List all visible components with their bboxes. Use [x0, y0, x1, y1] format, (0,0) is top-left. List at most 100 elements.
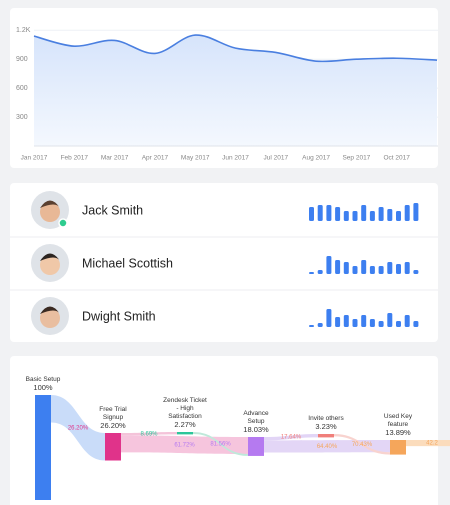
x-tick-label: Oct 2017 [384, 155, 411, 162]
link-label: 64.40% [317, 444, 338, 450]
activity-bar [309, 272, 314, 274]
funnel-link [406, 440, 450, 447]
funnel-link [51, 395, 105, 461]
avatar-hair [40, 306, 60, 314]
x-tick-label: Aug 2017 [302, 155, 330, 162]
line-series [33, 34, 438, 63]
link-label: 17.64% [281, 435, 302, 441]
activity-bar [343, 211, 349, 221]
avatar-face [40, 308, 60, 328]
funnel-node [318, 434, 334, 438]
activity-bar [378, 321, 384, 327]
activity-bar [352, 266, 358, 274]
stage-name: Advance Setup [243, 410, 269, 425]
stage-value: 2.27% [174, 420, 196, 429]
avatar-face [40, 255, 60, 275]
activity-bar [309, 325, 314, 327]
stage-value: 100% [33, 383, 53, 392]
link-label: 70.43% [352, 442, 373, 448]
activity-bar [369, 319, 375, 327]
activity-bar [404, 205, 410, 221]
stage-name: Free Trial Signup [99, 406, 127, 421]
stage-label: Invite others 3.23% [301, 415, 351, 431]
line-area [34, 35, 437, 146]
stage-value: 26.20% [100, 421, 126, 430]
stage-value: 3.23% [315, 422, 337, 431]
funnel-link [193, 432, 248, 456]
funnel-node [248, 437, 264, 456]
x-tick-label: Apr 2017 [142, 155, 169, 162]
activity-bar [387, 262, 393, 274]
activity-bar [335, 207, 341, 221]
activity-bar [317, 205, 323, 221]
activity-bar [396, 321, 401, 327]
stage-label: Advance Setup 18.03% [240, 410, 272, 434]
activity-bar [378, 207, 384, 221]
x-tick-label: Sep 2017 [342, 155, 370, 162]
x-tick-label: Jan 2017 [21, 155, 48, 162]
activity-bar [361, 205, 367, 221]
funnel-node [390, 440, 406, 455]
activity-bar [335, 260, 341, 274]
avatar-hair [40, 253, 60, 261]
activity-bar [317, 323, 323, 327]
activity-bar [326, 256, 332, 274]
y-tick-label: 300 [16, 114, 28, 121]
link-label: 42.2 [426, 441, 438, 447]
activity-bar [404, 315, 410, 327]
user-name: Dwight Smith [82, 309, 156, 323]
avatar-face [40, 202, 60, 222]
activity-bar [378, 266, 384, 274]
stage-name: Invite others [308, 415, 344, 422]
stage-name: Zendesk Ticket - High Satisfaction [163, 397, 207, 420]
activity-bar [396, 211, 401, 221]
activity-bar [413, 321, 419, 327]
activity-bar [387, 209, 393, 221]
stage-label: Zendesk Ticket - High Satisfaction 2.27% [162, 397, 208, 429]
stage-value: 13.89% [385, 428, 411, 437]
user-name: Jack Smith [82, 203, 143, 217]
activity-bar [317, 270, 323, 274]
y-tick-label: 900 [16, 56, 28, 63]
link-label: 8.69% [140, 431, 158, 437]
stage-label: Basic Setup 100% [13, 376, 73, 392]
user-name: Michael Scottish [82, 256, 173, 270]
activity-bar [404, 262, 410, 274]
activity-bar [335, 317, 341, 327]
activity-bar [413, 270, 419, 274]
funnel-node [177, 432, 193, 435]
stage-value: 18.03% [243, 425, 269, 434]
activity-bar [396, 264, 401, 274]
x-tick-label: May 2017 [181, 155, 210, 162]
card-users [10, 183, 438, 342]
activity-bar [361, 315, 367, 327]
activity-bar [352, 319, 358, 327]
stage-label: Free Trial Signup 26.20% [96, 406, 130, 430]
y-tick-label: 1.2K [16, 27, 31, 34]
activity-bar [369, 266, 375, 274]
activity-bar [413, 203, 419, 221]
x-tick-label: Mar 2017 [101, 155, 129, 162]
activity-bar [326, 309, 332, 327]
link-label: 81.56% [210, 442, 231, 448]
x-tick-label: Jul 2017 [264, 155, 289, 162]
activity-bar [387, 313, 393, 327]
funnel-link [121, 432, 177, 436]
status-online [58, 218, 68, 228]
stage-label: Used Key feature 13.89% [382, 413, 414, 437]
stage-name: Used Key feature [383, 413, 413, 428]
x-tick-label: Feb 2017 [61, 155, 89, 162]
link-label: 26.20% [68, 425, 89, 431]
funnel-node [35, 395, 51, 500]
link-label: 61.72% [174, 442, 195, 448]
funnel-node [105, 433, 121, 461]
avatar-hair [40, 200, 60, 208]
funnel-link [264, 434, 318, 441]
card-funnel [10, 356, 438, 505]
activity-bar [343, 315, 349, 327]
y-tick-label: 600 [16, 85, 28, 92]
activity-bar [352, 211, 358, 221]
activity-bar [369, 211, 375, 221]
